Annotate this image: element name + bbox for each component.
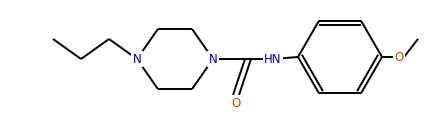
Text: O: O [394,51,404,64]
Text: HN: HN [264,53,282,66]
Text: N: N [209,53,217,66]
Text: O: O [231,97,241,110]
Text: N: N [133,53,142,66]
